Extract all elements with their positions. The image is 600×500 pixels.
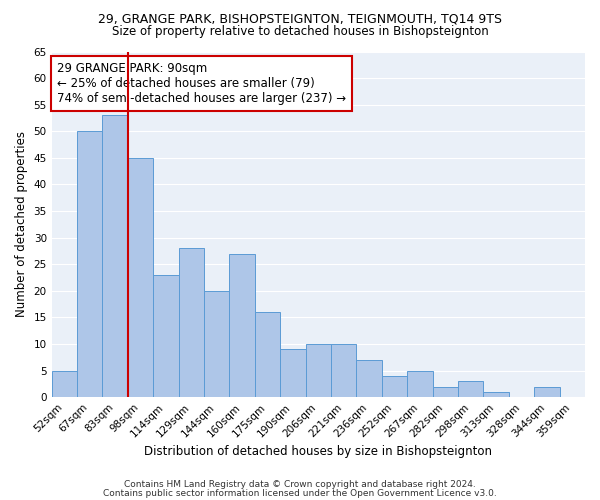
- Bar: [458, 382, 484, 397]
- Bar: [407, 370, 433, 397]
- Bar: [356, 360, 382, 397]
- Bar: [433, 386, 458, 397]
- Bar: [280, 350, 305, 397]
- Bar: [153, 275, 179, 397]
- Text: 29 GRANGE PARK: 90sqm
← 25% of detached houses are smaller (79)
74% of semi-deta: 29 GRANGE PARK: 90sqm ← 25% of detached …: [57, 62, 346, 105]
- Bar: [534, 386, 560, 397]
- Bar: [179, 248, 204, 397]
- Bar: [103, 116, 128, 397]
- X-axis label: Distribution of detached houses by size in Bishopsteignton: Distribution of detached houses by size …: [145, 444, 493, 458]
- Text: 29, GRANGE PARK, BISHOPSTEIGNTON, TEIGNMOUTH, TQ14 9TS: 29, GRANGE PARK, BISHOPSTEIGNTON, TEIGNM…: [98, 12, 502, 26]
- Bar: [331, 344, 356, 397]
- Bar: [255, 312, 280, 397]
- Text: Contains public sector information licensed under the Open Government Licence v3: Contains public sector information licen…: [103, 488, 497, 498]
- Bar: [382, 376, 407, 397]
- Bar: [305, 344, 331, 397]
- Bar: [77, 132, 103, 397]
- Bar: [52, 370, 77, 397]
- Bar: [229, 254, 255, 397]
- Text: Size of property relative to detached houses in Bishopsteignton: Size of property relative to detached ho…: [112, 25, 488, 38]
- Bar: [484, 392, 509, 397]
- Text: Contains HM Land Registry data © Crown copyright and database right 2024.: Contains HM Land Registry data © Crown c…: [124, 480, 476, 489]
- Bar: [128, 158, 153, 397]
- Y-axis label: Number of detached properties: Number of detached properties: [15, 132, 28, 318]
- Bar: [204, 291, 229, 397]
